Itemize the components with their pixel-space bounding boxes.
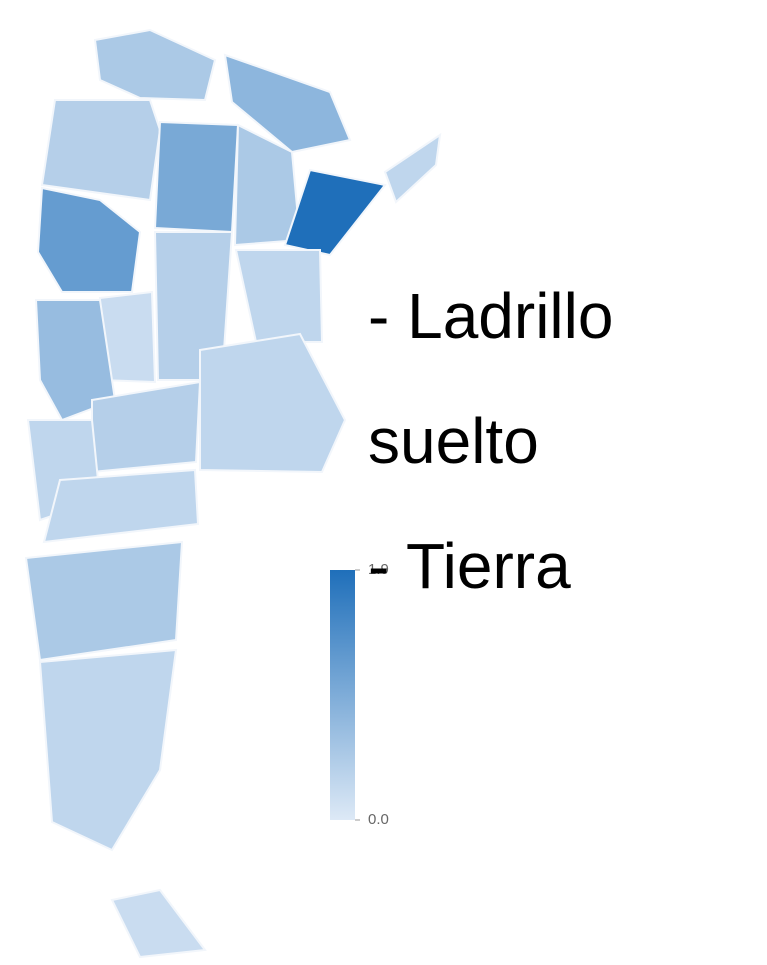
region: [223, 53, 352, 154]
legend-tick-label: 1.9: [368, 561, 389, 578]
region: [34, 299, 117, 422]
region: [93, 28, 217, 102]
legend: 0.0 1.9: [330, 561, 389, 828]
region: [38, 648, 178, 852]
legend-tick-label: 0.0: [368, 811, 389, 828]
regions: [24, 28, 442, 959]
overlay-line: - Tierra: [368, 530, 571, 602]
region: [110, 888, 207, 959]
colorbar: [330, 570, 355, 820]
region: [24, 540, 184, 662]
region: [40, 99, 162, 202]
overlay-line: suelto: [368, 405, 539, 477]
region: [234, 249, 324, 343]
region: [383, 132, 442, 204]
region: [199, 332, 347, 474]
region: [36, 186, 142, 293]
overlay-text: - Ladrillo suelto - Tierra: [368, 280, 613, 602]
region: [42, 468, 200, 544]
overlay-line: - Ladrillo: [368, 280, 613, 352]
region: [283, 168, 387, 257]
region: [153, 120, 240, 234]
